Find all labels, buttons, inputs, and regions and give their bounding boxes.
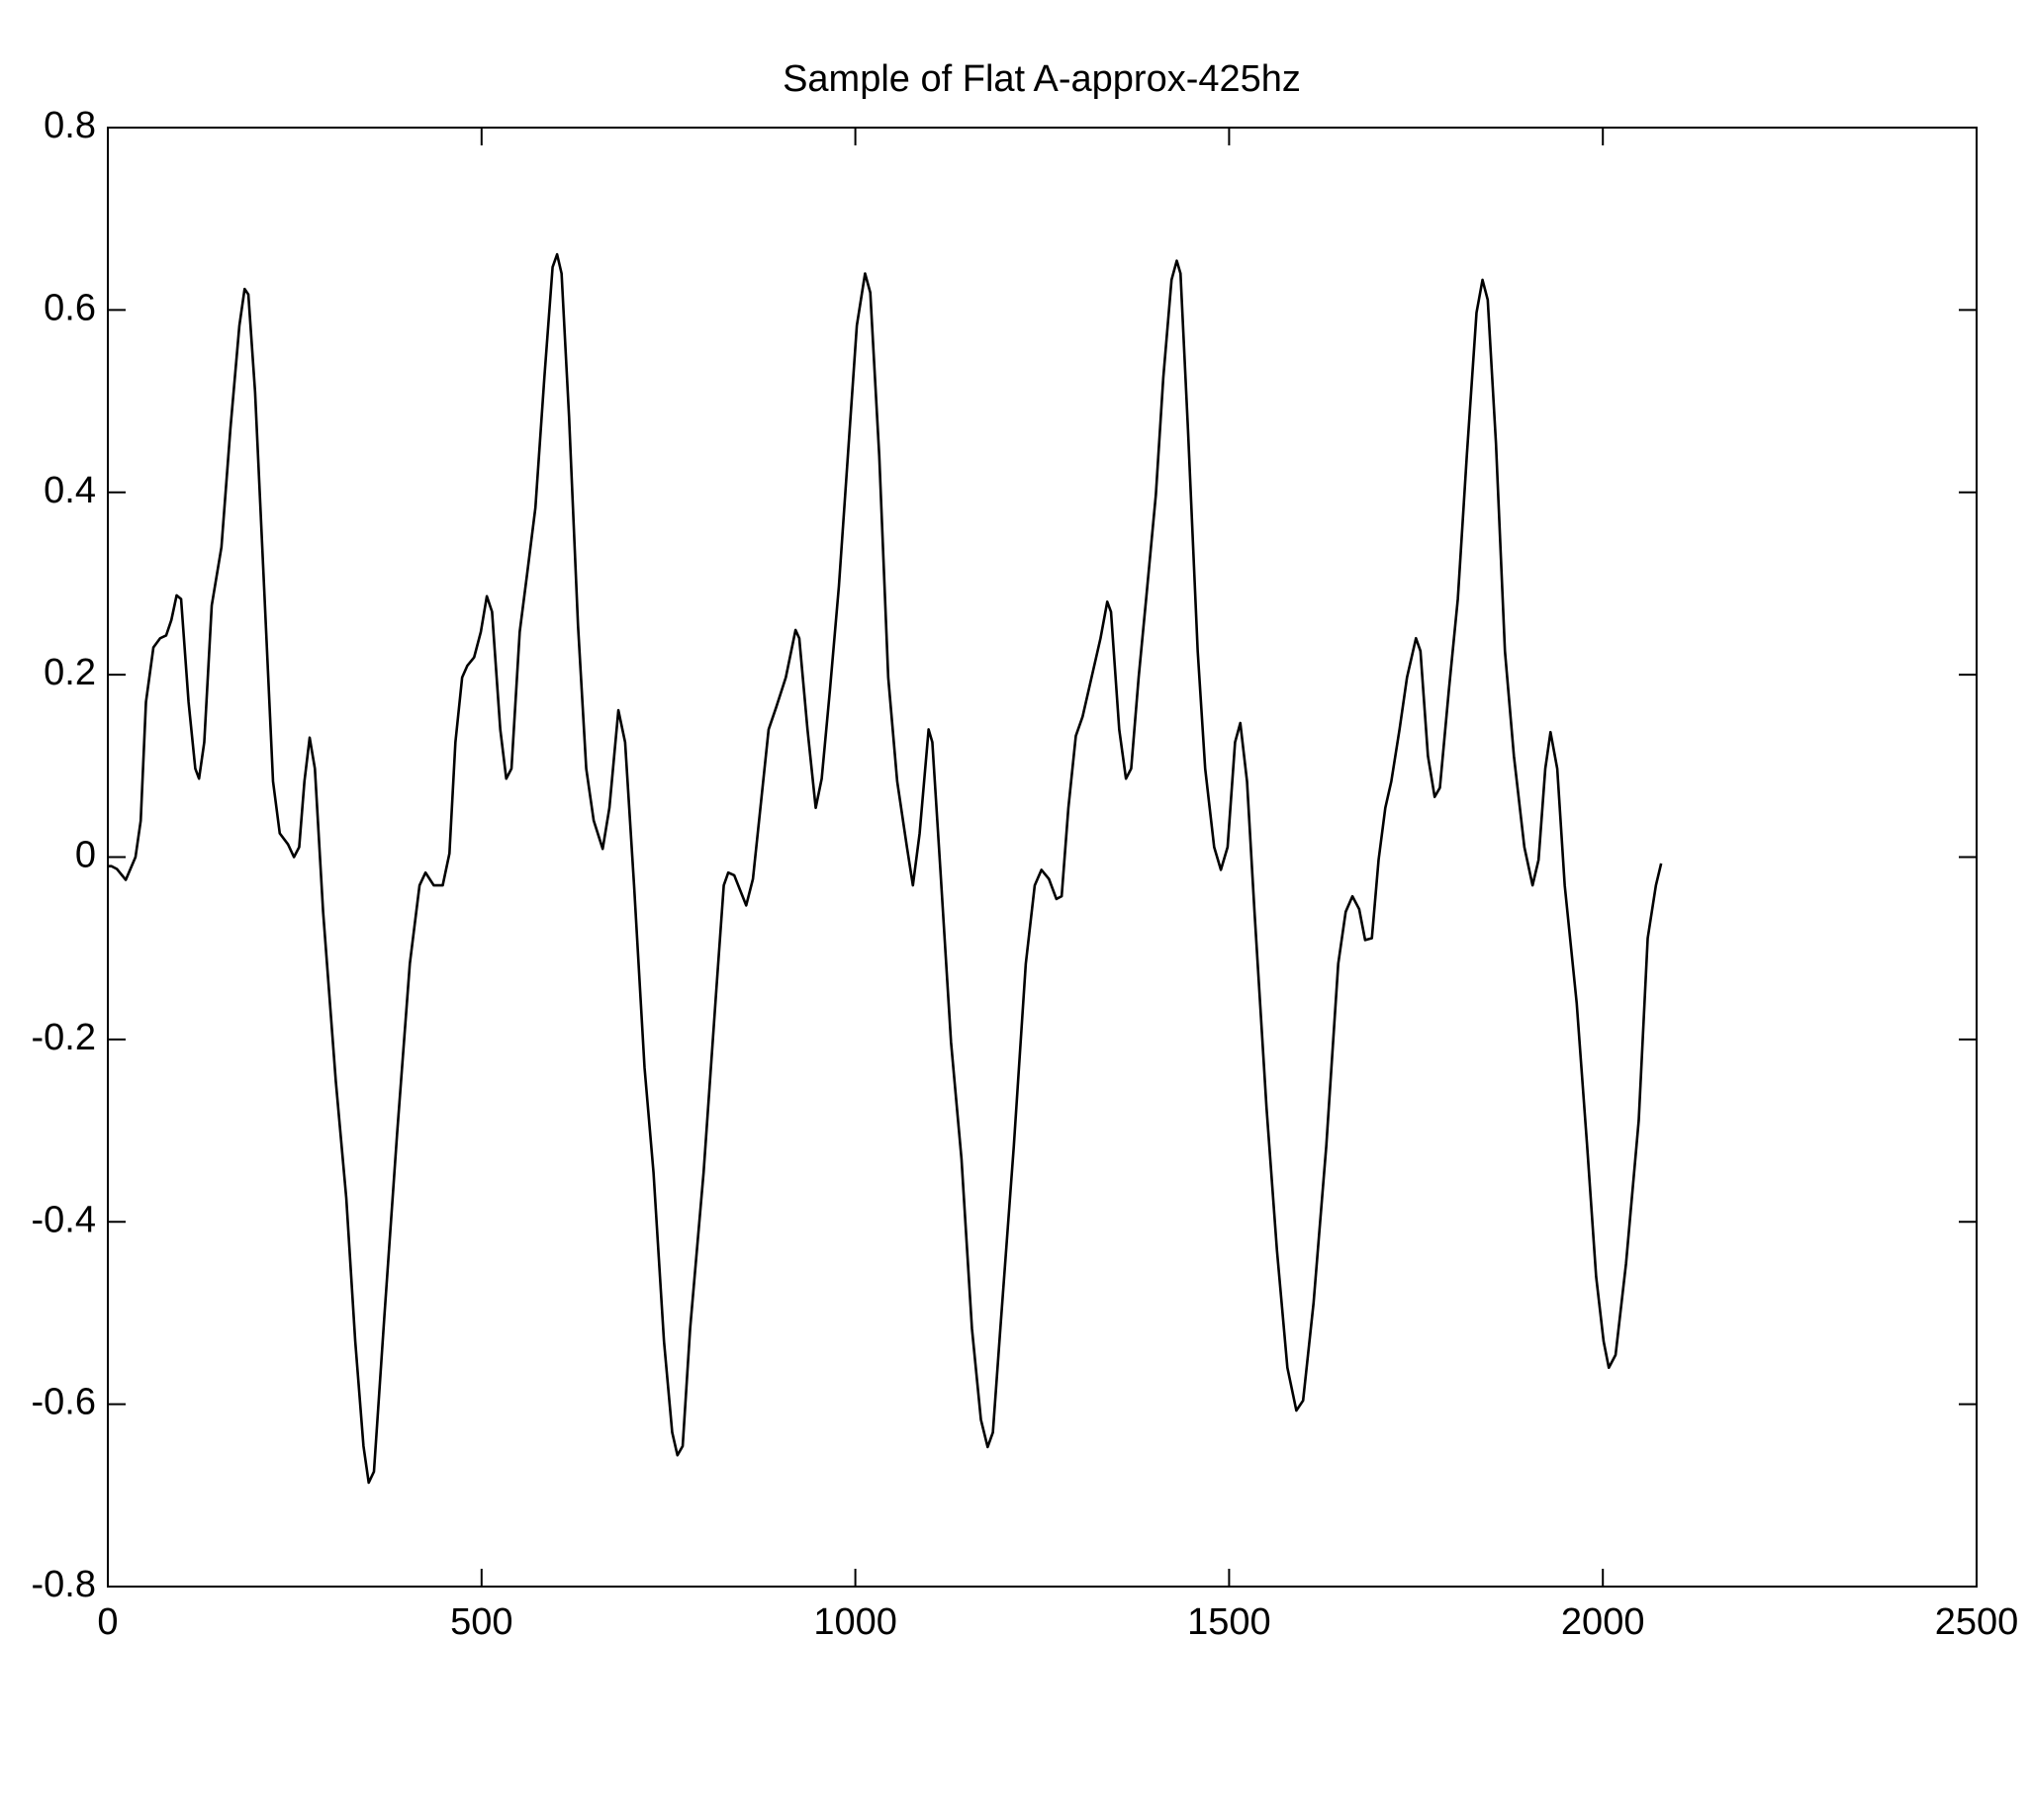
y-tick-label: -0.4 <box>32 1199 96 1240</box>
x-tick-label: 1500 <box>1187 1601 1271 1643</box>
axes-frame <box>107 127 1978 1588</box>
x-tick-label: 0 <box>97 1601 118 1643</box>
y-tick-label: -0.8 <box>32 1564 96 1605</box>
x-tick-label: 1000 <box>813 1601 897 1643</box>
y-tick-label: 0.8 <box>44 105 96 146</box>
y-tick-label: 0.2 <box>44 652 96 693</box>
y-tick-label: 0 <box>75 835 96 876</box>
x-tick-label: 500 <box>450 1601 512 1643</box>
x-tick-label: 2500 <box>1935 1601 2019 1643</box>
x-tick-label: 2000 <box>1561 1601 1645 1643</box>
chart-title: Sample of Flat A-approx-425hz <box>783 58 1301 100</box>
y-tick-label: 0.6 <box>44 287 96 328</box>
signal-line <box>108 252 1663 1485</box>
y-tick-label: -0.6 <box>32 1382 96 1423</box>
y-tick-label: -0.2 <box>32 1017 96 1058</box>
y-tick-label: 0.4 <box>44 470 96 511</box>
